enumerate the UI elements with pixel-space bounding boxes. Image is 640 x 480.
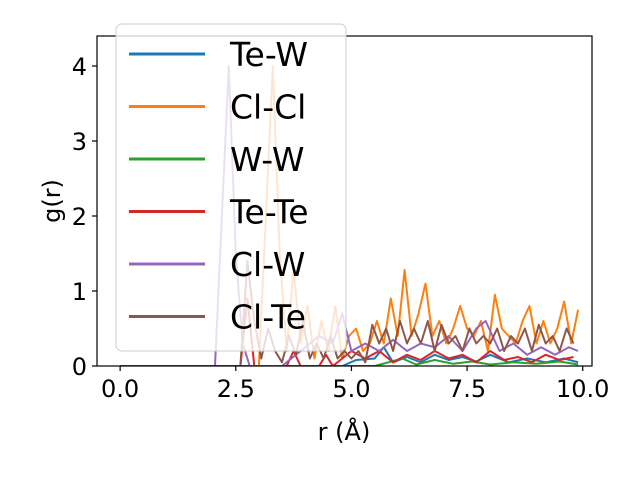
legend-label-cl-te: Cl-Te (230, 298, 306, 337)
series-line-w-w (120, 357, 579, 366)
y-tick-label: 4 (72, 53, 87, 81)
legend-label-te-te: Te-Te (229, 193, 309, 232)
y-tick-label: 0 (72, 353, 87, 381)
series-line-te-te (120, 297, 574, 366)
y-axis-label: g(r) (38, 179, 66, 223)
y-tick-label: 3 (72, 128, 87, 156)
x-tick-label: 7.5 (448, 375, 486, 403)
x-axis-label: r (Å) (318, 417, 371, 446)
x-tick-label: 2.5 (217, 375, 255, 403)
x-tick-label: 10.0 (556, 375, 609, 403)
x-tick-label: 0.0 (101, 375, 139, 403)
y-axis: 0 1 2 3 4 (72, 53, 97, 381)
y-tick-label: 1 (72, 278, 87, 306)
legend-label-cl-w: Cl-W (230, 245, 305, 284)
legend: Te-W Cl-Cl W-W Te-Te Cl-W Cl-Te (115, 23, 347, 352)
legend-label-cl-cl: Cl-Cl (230, 88, 306, 127)
y-tick-label: 2 (72, 203, 87, 231)
series-line-te-w (120, 346, 579, 366)
x-tick-label: 5.0 (332, 375, 370, 403)
legend-label-w-w: W-W (230, 140, 305, 179)
legend-label-te-w: Te-W (229, 35, 308, 74)
x-axis: 0.0 2.5 5.0 7.5 10.0 (101, 366, 609, 403)
